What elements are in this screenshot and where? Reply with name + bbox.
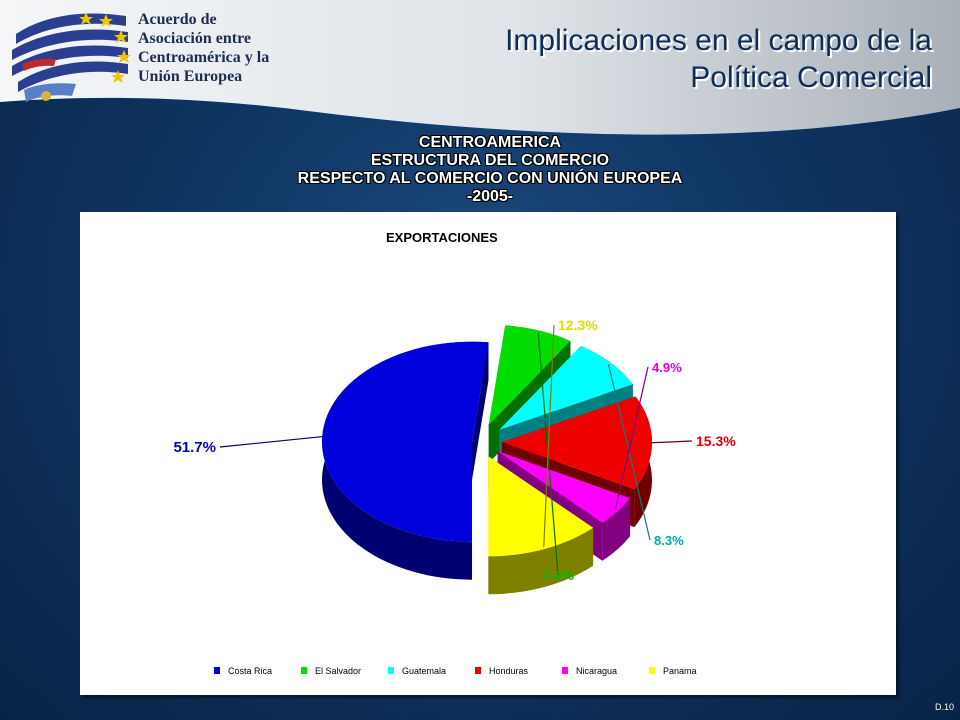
chart-heading-line-4: -2005- [466,188,514,205]
legend-swatch-3 [475,667,481,674]
pie-tops [322,325,652,557]
slide-title: Implicaciones en el campo de la Política… [505,22,932,96]
logo-text: Acuerdo de Asociación entre Centroaméric… [138,10,298,86]
chart-heading: CENTROAMERICA ESTRUCTURA DEL COMERCIO RE… [180,134,800,206]
pie-slice-nicaragua [497,451,631,523]
pie-leader-line-5 [543,324,555,548]
pie-data-label-5: 12.3% [558,317,598,333]
pie-slice-honduras [501,396,652,490]
legend-label-1: El Salvador [315,666,361,676]
legend-label-2: Guatemala [402,666,446,676]
pie-leader-line-4 [614,366,649,511]
legend: Costa Rica El Salvador Guatemala Honduras Ni… [214,666,697,676]
legend-label-3: Honduras [489,666,529,676]
pie-data-label-2: 8.3% [654,533,684,548]
chart-title: EXPORTACIONES [386,230,498,245]
legend-swatch-1 [301,667,307,674]
legend-label-4: Nicaragua [576,666,617,676]
pie-slice-costa-rica [322,341,489,542]
chart-heading-line-3: RESPECTO AL COMERCIO CON UNIÓN EUROPEA [297,170,683,187]
pie-leader-line-3 [648,440,693,444]
slide-title-line-1: Implicaciones en el campo de la [505,24,932,57]
pie-data-label-3: 15.3% [696,433,736,449]
slide-title-line-2: Política Comercial [690,61,932,94]
legend-label-5: Panama [663,666,697,676]
logo-line-1: Acuerdo de [138,11,217,28]
pie-leader-line-2 [607,364,651,541]
slide-code: D.10 [934,702,954,712]
logo-line-3: Centroamérica y la [138,49,270,66]
pie-data-label-4: 4.9% [652,360,682,375]
pie-data-label-1: 7.4% [542,567,574,583]
pie-slice-el-salvador [488,325,571,425]
pie-slice-wall-b-0 [472,342,489,480]
legend-swatch-4 [562,667,568,674]
chart-heading-line-1: CENTROAMERICA [418,134,562,151]
chart-panel: EXPORTACIONES 51.7% 7.4% 8.3% 15.3% 4.9% 12.3… [80,212,896,695]
logo-emblem-icon [12,12,131,102]
logo-line-2: Asociación entre [138,30,252,47]
legend-swatch-5 [649,667,655,674]
pie-data-label-0: 51.7% [173,439,216,456]
chart-heading-line-2: ESTRUCTURA DEL COMERCIO [370,152,610,169]
pie-slice-guatemala [499,345,633,430]
legend-swatch-0 [214,667,220,674]
legend-swatch-2 [388,667,394,674]
pie-slice-panama [488,456,594,557]
logo: Acuerdo de Asociación entre Centroaméric… [6,4,306,108]
pie-labels: 51.7% 7.4% 8.3% 15.3% 4.9% 12.3% [173,317,736,583]
pie-leader-line-0 [219,435,326,448]
legend-label-0: Costa Rica [228,666,272,676]
pie-chart: EXPORTACIONES 51.7% 7.4% 8.3% 15.3% 4.9% 12.3… [173,230,736,676]
header-band [0,0,960,135]
logo-line-4: Unión Europea [138,68,243,85]
